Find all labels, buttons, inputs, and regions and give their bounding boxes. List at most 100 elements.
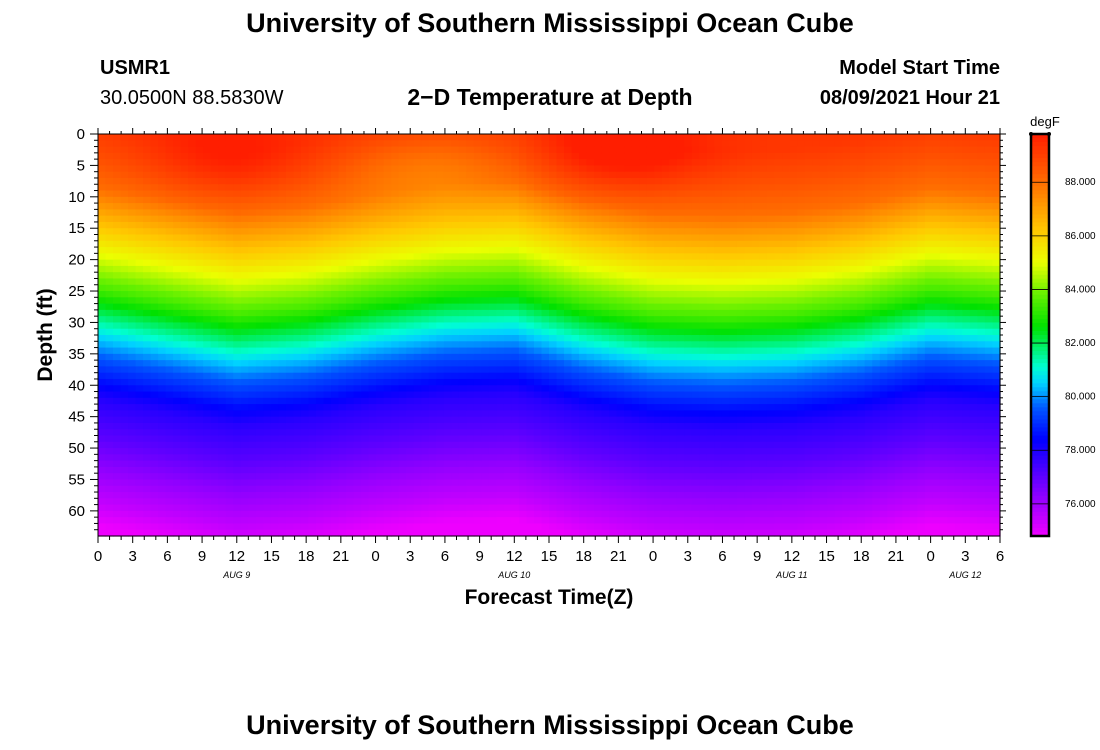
heatmap-cell: [255, 221, 264, 229]
heatmap-cell: [503, 441, 513, 449]
heatmap-cell: [105, 504, 114, 512]
heatmap-cell: [391, 523, 400, 531]
heatmap-cell: [188, 416, 197, 424]
heatmap-cell: [300, 134, 310, 141]
heatmap-cell: [143, 410, 152, 418]
heatmap-cell: [601, 435, 610, 443]
heatmap-cell: [556, 171, 565, 179]
heatmap-cell: [165, 215, 174, 223]
heatmap-cell: [398, 328, 407, 336]
heatmap-cell: [278, 448, 287, 455]
heatmap-cell: [353, 265, 362, 273]
heatmap-cell: [586, 422, 595, 430]
heatmap-cell: [120, 341, 129, 349]
heatmap-cell: [105, 265, 114, 273]
heatmap-cell: [278, 422, 287, 430]
heatmap-cell: [398, 184, 407, 192]
heatmap-cell: [293, 221, 302, 229]
heatmap-cell: [556, 529, 565, 537]
heatmap-cell: [270, 278, 279, 286]
heatmap-cell: [120, 159, 129, 167]
heatmap-cell: [233, 353, 242, 361]
heatmap-cell: [270, 441, 279, 449]
heatmap-cell: [413, 316, 422, 324]
heatmap-cell: [436, 529, 445, 537]
heatmap-cell: [436, 196, 445, 204]
heatmap-cell: [165, 492, 174, 499]
heatmap-cell: [624, 240, 633, 248]
heatmap-cell: [240, 510, 249, 518]
heatmap-cell: [188, 517, 197, 525]
heatmap-cell: [278, 247, 287, 254]
heatmap-cell: [466, 203, 475, 210]
heatmap-cell: [278, 190, 287, 198]
heatmap-cell: [263, 278, 272, 286]
heatmap-cell: [270, 265, 279, 273]
heatmap-cell: [496, 253, 505, 261]
heatmap-cell: [248, 517, 257, 525]
heatmap-cell: [98, 152, 107, 160]
heatmap-cell: [173, 196, 182, 204]
heatmap-cell: [180, 309, 189, 317]
heatmap-cell: [661, 253, 670, 261]
heatmap-cell: [203, 171, 212, 179]
heatmap-cell: [346, 291, 355, 298]
heatmap-cell: [188, 309, 197, 317]
heatmap-cell: [165, 448, 174, 455]
heatmap-cell: [278, 184, 287, 192]
heatmap-cell: [368, 322, 377, 330]
heatmap-cell: [173, 454, 182, 462]
heatmap-cell: [143, 253, 152, 261]
heatmap-cell: [331, 410, 340, 418]
heatmap-cell: [556, 485, 565, 493]
heatmap-cell: [308, 265, 317, 273]
heatmap-cell: [158, 416, 167, 424]
heatmap-cell: [436, 517, 445, 525]
heatmap-cell: [511, 335, 520, 342]
heatmap-cell: [661, 215, 670, 223]
heatmap-cell: [383, 240, 392, 248]
heatmap-cell: [315, 466, 325, 474]
heatmap-cell: [338, 328, 347, 336]
heatmap-cell: [466, 441, 475, 449]
heatmap-cell: [113, 259, 122, 267]
heatmap-cell: [180, 466, 189, 474]
heatmap-cell: [428, 171, 437, 179]
heatmap-cell: [616, 485, 625, 493]
heatmap-cell: [270, 272, 279, 280]
heatmap-cell: [541, 466, 550, 474]
heatmap-cell: [128, 221, 137, 229]
heatmap-cell: [458, 247, 467, 254]
heatmap-cell: [353, 372, 362, 380]
heatmap-cell: [631, 190, 640, 198]
heatmap-cell: [631, 378, 640, 386]
heatmap-cell: [383, 504, 392, 512]
heatmap-cell: [331, 291, 340, 298]
heatmap-cell: [105, 190, 114, 198]
heatmap-cell: [526, 422, 535, 430]
heatmap-cell: [98, 404, 107, 411]
heatmap-cell: [383, 366, 392, 374]
heatmap-cell: [676, 159, 685, 167]
heatmap-cell: [308, 517, 317, 525]
heatmap-cell: [549, 448, 558, 455]
heatmap-cell: [368, 228, 377, 236]
heatmap-cell: [188, 259, 197, 267]
heatmap-cell: [466, 397, 475, 405]
heatmap-cell: [376, 265, 385, 273]
heatmap-cell: [631, 504, 640, 512]
heatmap-cell: [413, 504, 422, 512]
heatmap-cell: [473, 353, 482, 361]
heatmap-cell: [98, 159, 107, 167]
heatmap-cell: [180, 404, 189, 411]
heatmap-cell: [556, 341, 565, 349]
heatmap-cell: [143, 347, 152, 355]
heatmap-cell: [270, 177, 279, 185]
heatmap-cell: [195, 397, 204, 405]
heatmap-cell: [526, 485, 535, 493]
heatmap-cell: [631, 140, 640, 148]
heatmap-cell: [518, 473, 528, 481]
heatmap-cell: [368, 196, 377, 204]
heatmap-cell: [526, 353, 535, 361]
heatmap-cell: [428, 177, 437, 185]
